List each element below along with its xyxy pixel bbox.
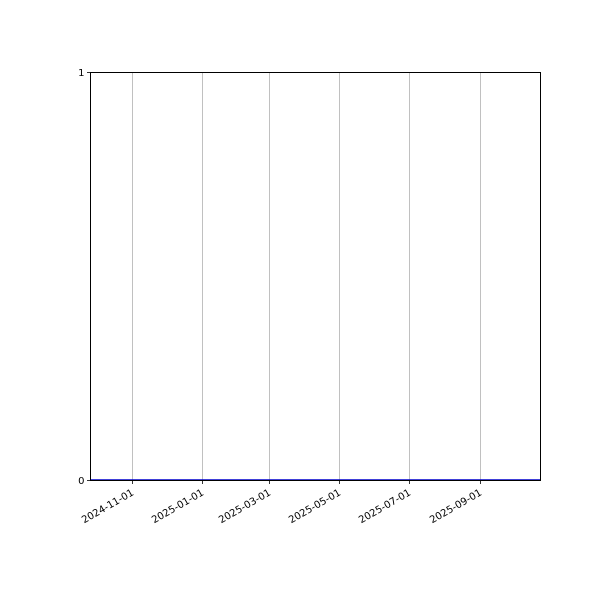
x-axis: 2024-11-01 2025-01-01 2025-03-01 2025-05-01… [80, 480, 484, 527]
x-tick-label: 2025-07-01 [357, 488, 413, 527]
x-tick-label: 2025-09-01 [428, 488, 484, 527]
x-tick-label: 2025-03-01 [217, 488, 273, 527]
grid [132, 72, 481, 481]
x-tick-label: 2025-05-01 [287, 488, 343, 527]
x-tick-label: 2024-11-01 [80, 488, 136, 527]
y-axis: 01 [78, 68, 91, 487]
x-tick-label: 2025-01-01 [150, 488, 206, 527]
axes-frame [90, 72, 541, 481]
y-tick-label: 0 [78, 476, 84, 487]
y-tick-label: 1 [78, 68, 84, 79]
